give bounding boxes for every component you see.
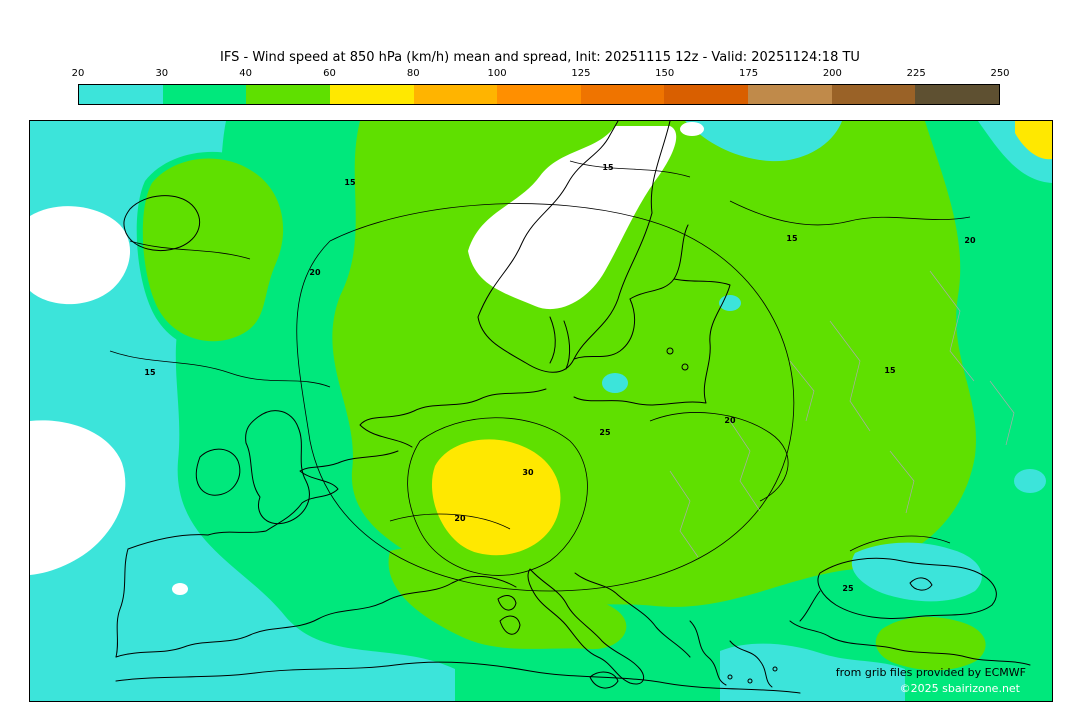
coastlines: [115, 121, 1031, 694]
colorbar-tick-label: 30: [155, 68, 169, 79]
spread-contours: [109, 160, 971, 592]
chart-title: IFS - Wind speed at 850 hPa (km/h) mean …: [220, 50, 860, 65]
colorbar-segment: [831, 85, 916, 104]
map-svg: [30, 121, 1052, 701]
colorbar-tick-label: 20: [71, 68, 85, 79]
colorbar-tick-label: 40: [239, 68, 252, 79]
attribution-copyright: ©2025 sbairizone.net: [899, 682, 1020, 695]
colorbar-segment: [329, 85, 414, 104]
colorbar-tick-label: 100: [487, 68, 507, 79]
colorbar-tick-label: 125: [571, 68, 591, 79]
colorbar-segment: [497, 85, 581, 104]
colorbar-tick-label: 150: [655, 68, 675, 79]
colorbar-tick-label: 225: [906, 68, 926, 79]
colorbar-segment: [79, 85, 163, 104]
attribution-ecmwf: from grib files provided by ECMWF: [835, 666, 1026, 679]
colorbar-tick-label: 200: [822, 68, 842, 79]
colorbar-bar: [78, 84, 1000, 105]
colorbar-segment: [162, 85, 247, 104]
colorbar-tick-label: 250: [990, 68, 1010, 79]
colorbar-segment: [664, 85, 749, 104]
colorbar-tick-label: 80: [406, 68, 420, 79]
colorbar: 20 30 40 60 80 100 125 150 175 200 225 250: [72, 68, 1010, 105]
country-borders: [669, 270, 1015, 558]
calm-region: [30, 122, 704, 595]
colorbar-segment: [413, 85, 498, 104]
colorbar-tick-label: 175: [738, 68, 759, 79]
cyan-pockets: [602, 121, 1046, 701]
wind-band-60-80-region: [431, 121, 1052, 556]
colorbar-tick-label: 60: [323, 68, 336, 79]
colorbar-ticks: 20 30 40 60 80 100 125 150 175 200 225 250: [72, 68, 1010, 82]
colorbar-segment: [580, 85, 665, 104]
colorbar-segment: [246, 85, 330, 104]
colorbar-segment: [748, 85, 832, 104]
map-frame: 15 20 15 15 15 20 15 20 25 30 20 25 from grib files…: [29, 120, 1053, 702]
colorbar-segment: [915, 85, 1000, 104]
